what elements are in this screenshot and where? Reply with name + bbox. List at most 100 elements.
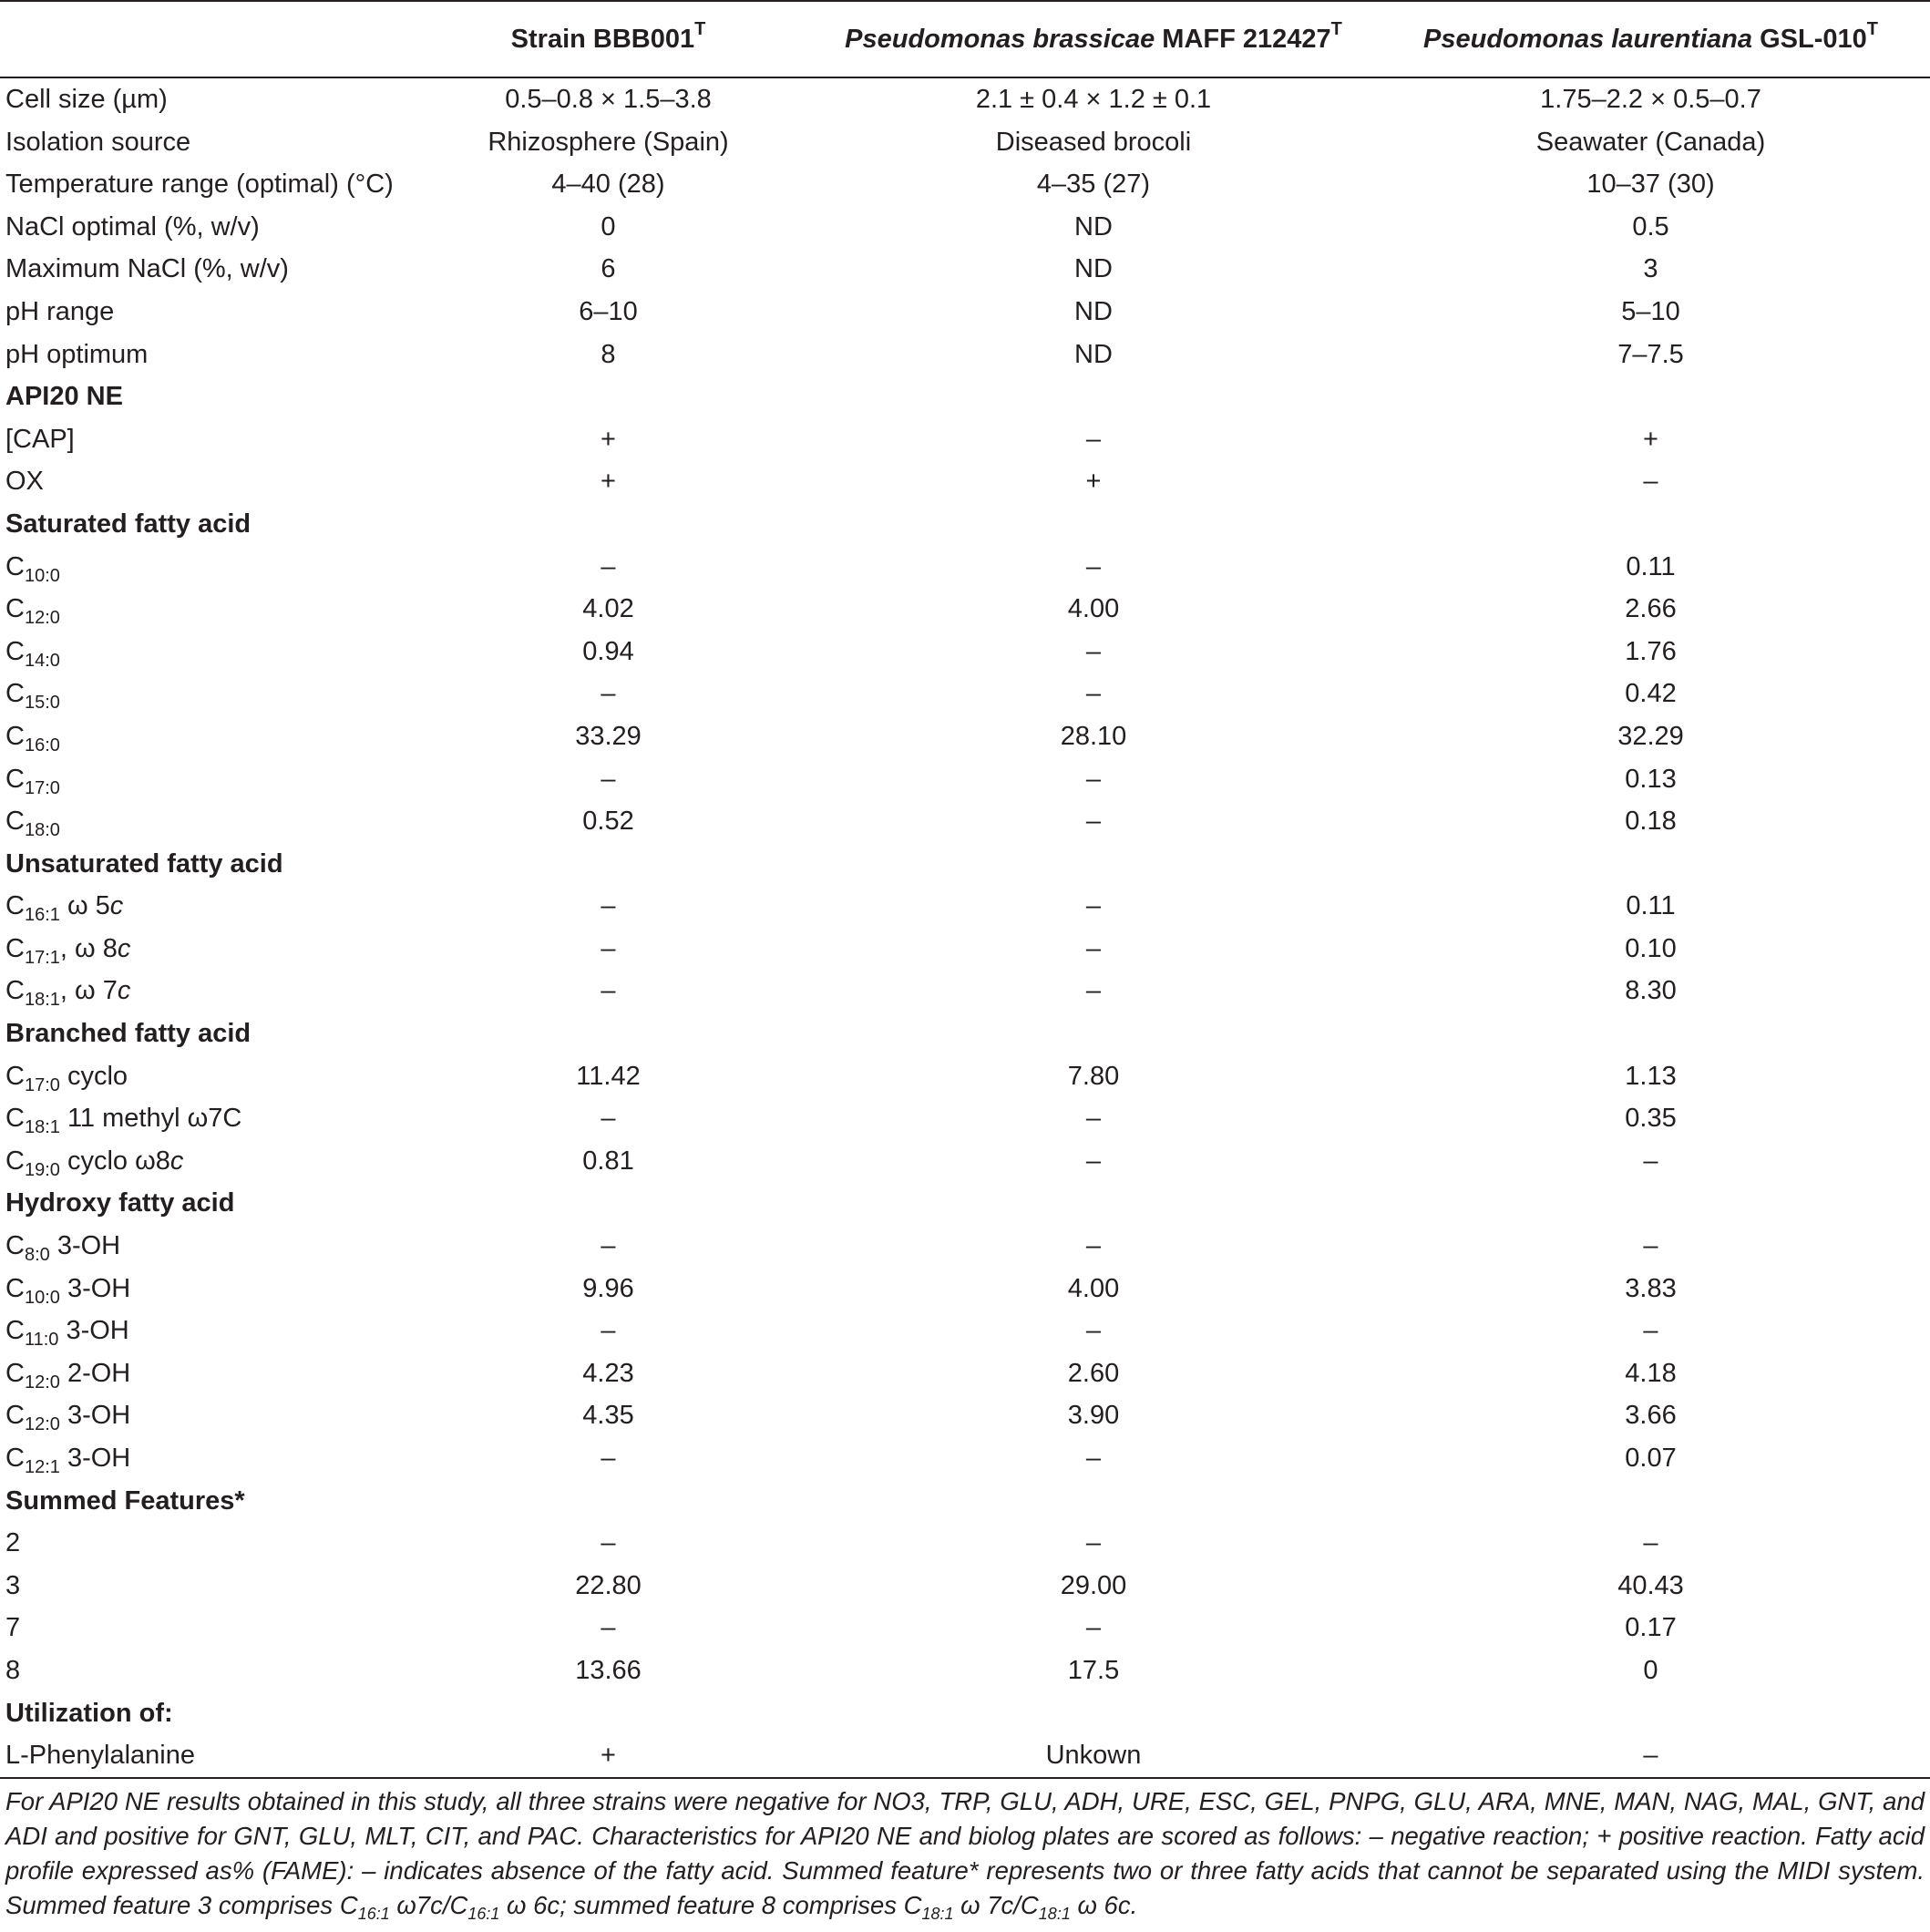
value-p-brassicae: – (1085, 1613, 1102, 1643)
table-row: pH optimum 8 ND 7–7.5 (0, 334, 1930, 376)
row-label: 3 (5, 1570, 21, 1600)
row-label: C12:0 3-OH (5, 1401, 131, 1435)
comparison-table: Strain BBB001T Pseudomonas brassicae MAF… (0, 0, 1930, 1779)
value-strain-bbb001: 0.81 (582, 1146, 634, 1176)
table-row: C17:0 cyclo 11.42 7.80 1.13 (0, 1055, 1930, 1098)
section-header-row: Unsaturated fatty acid (0, 843, 1930, 886)
value-p-brassicae: – (1085, 1104, 1102, 1134)
header-strain-bbb001: Strain BBB001T (401, 0, 816, 78)
row-label: 8 (5, 1655, 21, 1685)
value-p-laurentiana: – (1643, 1146, 1658, 1176)
section-header-row: Saturated fatty acid (0, 503, 1930, 546)
value-p-brassicae: ND (1074, 339, 1113, 369)
header-p-brassicae: Pseudomonas brassicae MAFF 212427T (816, 0, 1371, 78)
table-row: Temperature range (optimal) (°C) 4–40 (28… (0, 163, 1930, 206)
value-p-laurentiana: – (1371, 1734, 1930, 1779)
value-p-brassicae: Diseased brocoli (995, 127, 1192, 157)
row-label: 7 (5, 1613, 21, 1643)
value-strain-bbb001: 4.35 (582, 1401, 634, 1431)
row-label: C12:0 2-OH (5, 1358, 131, 1392)
row-label: C18:0 (5, 807, 60, 841)
row-label: C18:1 11 methyl ω7C (5, 1104, 242, 1138)
value-strain-bbb001: 0.52 (582, 807, 634, 837)
table-row: C12:1 3-OH – – 0.07 (0, 1437, 1930, 1480)
value-strain-bbb001: 0.5–0.8 × 1.5–3.8 (505, 85, 712, 114)
row-label: OX (5, 467, 44, 497)
value-strain-bbb001: 9.96 (582, 1273, 634, 1303)
value-strain-bbb001: 8 (601, 339, 616, 369)
row-label: pH optimum (5, 339, 149, 369)
value-p-laurentiana: 2.66 (1625, 594, 1677, 624)
table-row: C15:0 – – 0.42 (0, 673, 1930, 715)
value-p-laurentiana: – (1643, 467, 1658, 497)
table-row: Cell size (µm) 0.5–0.8 × 1.5–3.8 2.1 ± 0.4… (0, 77, 1930, 121)
table-row: C11:0 3-OH – – – (0, 1310, 1930, 1352)
row-label: Cell size (µm) (5, 85, 168, 114)
value-p-laurentiana: 0 (1643, 1655, 1658, 1685)
table-row: NaCl optimal (%, w/v) 0 ND 0.5 (0, 206, 1930, 249)
value-p-laurentiana: Seawater (Canada) (1535, 127, 1766, 157)
value-p-laurentiana: 3.83 (1625, 1273, 1677, 1303)
value-p-laurentiana: 0.13 (1625, 764, 1677, 794)
value-p-brassicae: 4.00 (1067, 1273, 1120, 1303)
value-p-laurentiana: 0.17 (1625, 1613, 1677, 1643)
table-row: C19:0 cyclo ω8c 0.81 – – (0, 1140, 1930, 1183)
value-p-brassicae: – (1085, 807, 1102, 837)
value-p-brassicae: – (1085, 891, 1102, 921)
value-p-brassicae: – (1085, 1316, 1102, 1346)
table-row: Isolation source Rhizosphere (Spain) Disea… (0, 121, 1930, 164)
value-p-laurentiana: 7–7.5 (1617, 339, 1684, 369)
row-label: 2 (5, 1528, 21, 1558)
value-strain-bbb001: + (601, 424, 616, 454)
header-empty (0, 0, 401, 78)
table-row: C18:1, ω 7c – – 8.30 (0, 970, 1930, 1012)
row-label: NaCl optimal (%, w/v) (5, 211, 260, 242)
section-label: Branched fatty acid (5, 1019, 252, 1049)
table-row: C16:0 33.29 28.10 32.29 (0, 715, 1930, 758)
value-p-brassicae: – (1085, 764, 1102, 794)
table-row: 8 13.66 17.5 0 (0, 1649, 1930, 1692)
row-label: C16:0 (5, 721, 60, 755)
table-row: C8:0 3-OH – – – (0, 1225, 1930, 1268)
table-row: C12:0 2-OH 4.23 2.60 4.18 (0, 1352, 1930, 1395)
value-strain-bbb001: – (601, 976, 616, 1006)
value-p-laurentiana: 1.13 (1625, 1061, 1677, 1091)
value-p-brassicae: – (1085, 636, 1102, 666)
value-p-brassicae: ND (1074, 296, 1113, 326)
value-p-laurentiana: 10–37 (30) (1586, 170, 1715, 200)
value-strain-bbb001: 0.94 (582, 636, 634, 666)
section-label: Saturated fatty acid (5, 509, 252, 539)
value-p-laurentiana: – (1643, 1316, 1658, 1346)
row-label: [CAP] (5, 424, 75, 454)
row-label: C16:1 ω 5c (5, 891, 124, 926)
value-strain-bbb001: 4.02 (582, 594, 634, 624)
value-p-laurentiana: 3 (1643, 254, 1658, 284)
value-p-brassicae: 2.60 (1067, 1358, 1120, 1388)
value-strain-bbb001: 6–10 (579, 296, 638, 326)
value-strain-bbb001: – (601, 679, 616, 709)
value-strain-bbb001: – (601, 1316, 616, 1346)
value-strain-bbb001: + (401, 1734, 816, 1779)
value-p-brassicae: – (1085, 679, 1102, 709)
value-strain-bbb001: + (601, 467, 616, 497)
row-label: C17:0 cyclo (5, 1061, 128, 1095)
header-row: Strain BBB001T Pseudomonas brassicae MAF… (0, 0, 1930, 78)
value-p-brassicae: – (1085, 1231, 1102, 1261)
value-p-laurentiana: 0.35 (1625, 1104, 1677, 1134)
section-label: Summed Features* (5, 1485, 245, 1516)
value-p-brassicae: – (1085, 933, 1102, 963)
value-strain-bbb001: 13.66 (575, 1655, 642, 1685)
row-label: C15:0 (5, 679, 60, 714)
value-p-brassicae: + (1085, 467, 1102, 497)
table-row: 2 – – – (0, 1522, 1930, 1565)
value-p-brassicae: 3.90 (1067, 1401, 1120, 1431)
value-p-brassicae: 4.00 (1067, 594, 1120, 624)
row-label: C17:0 (5, 764, 60, 798)
row-label: C12:0 (5, 594, 60, 629)
row-label: C8:0 3-OH (5, 1231, 121, 1266)
value-p-laurentiana: 0.42 (1625, 679, 1677, 709)
value-p-brassicae: 28.10 (1060, 721, 1127, 751)
row-label: C18:1, ω 7c (5, 976, 131, 1011)
section-label: API20 NE (5, 382, 123, 412)
header-p-laurentiana: Pseudomonas laurentiana GSL-010T (1371, 0, 1930, 78)
